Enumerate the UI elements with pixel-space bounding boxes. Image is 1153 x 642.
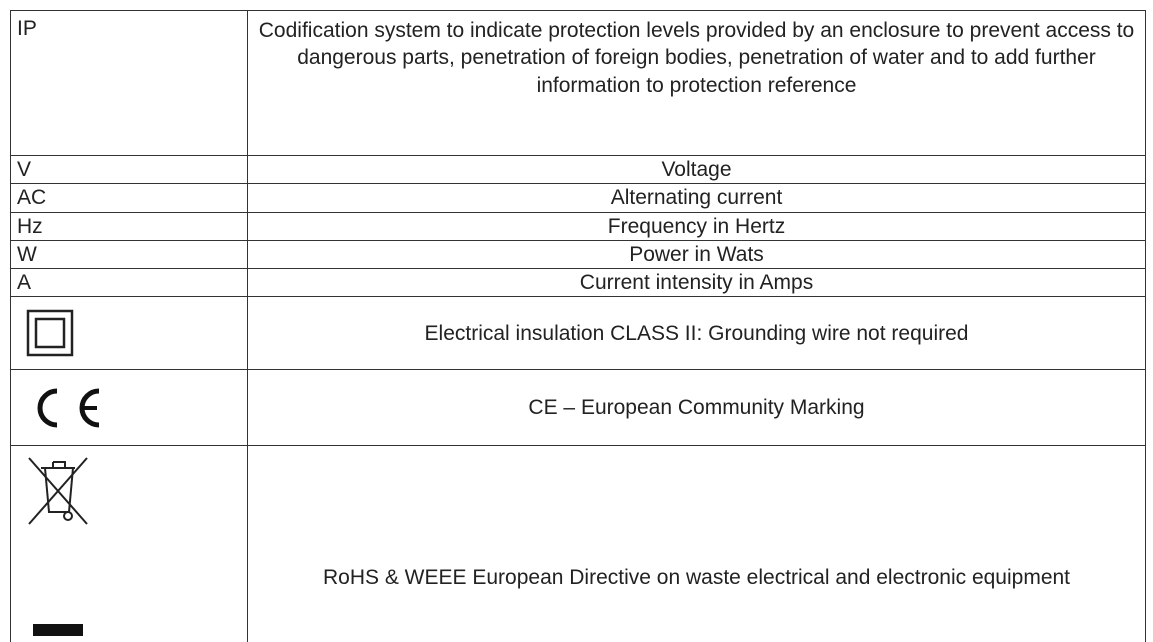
- symbol-cell: [10, 445, 248, 642]
- symbol-cell: Hz: [10, 211, 248, 241]
- table-row: A Current intensity in Amps: [10, 268, 1146, 298]
- description-cell: Power in Wats: [247, 239, 1146, 270]
- symbol-table: IP Codification system to indicate prote…: [10, 10, 1146, 642]
- table-row: RoHS & WEEE European Directive on waste …: [10, 445, 1146, 642]
- description-cell: Current intensity in Amps: [247, 268, 1146, 298]
- description-cell: RoHS & WEEE European Directive on waste …: [247, 445, 1146, 642]
- ce-icon: [37, 388, 100, 428]
- table-row: Electrical insulation CLASS II: Groundin…: [10, 296, 1146, 371]
- description-cell: Codification system to indicate protecti…: [247, 10, 1146, 156]
- table-row: CE – European Community Marking: [10, 369, 1146, 447]
- symbol-cell: [10, 369, 248, 447]
- weee-icon: [28, 457, 88, 637]
- symbol-cell: [10, 296, 248, 371]
- symbol-cell: W: [10, 239, 248, 270]
- table-row: IP Codification system to indicate prote…: [10, 10, 1146, 156]
- description-cell: CE – European Community Marking: [247, 369, 1146, 447]
- description-cell: Electrical insulation CLASS II: Groundin…: [247, 296, 1146, 371]
- symbol-cell: AC: [10, 183, 248, 213]
- table-row: V Voltage: [10, 154, 1146, 185]
- symbol-cell: V: [10, 154, 248, 185]
- table-row: AC Alternating current: [10, 183, 1146, 213]
- table-row: Hz Frequency in Hertz: [10, 211, 1146, 241]
- description-cell: Frequency in Hertz: [247, 211, 1146, 241]
- class-ii-icon: [26, 310, 74, 357]
- symbol-cell: IP: [10, 10, 248, 156]
- symbol-cell: A: [10, 268, 248, 298]
- table-row: W Power in Wats: [10, 239, 1146, 270]
- description-cell: Voltage: [247, 154, 1146, 185]
- description-cell: Alternating current: [247, 183, 1146, 213]
